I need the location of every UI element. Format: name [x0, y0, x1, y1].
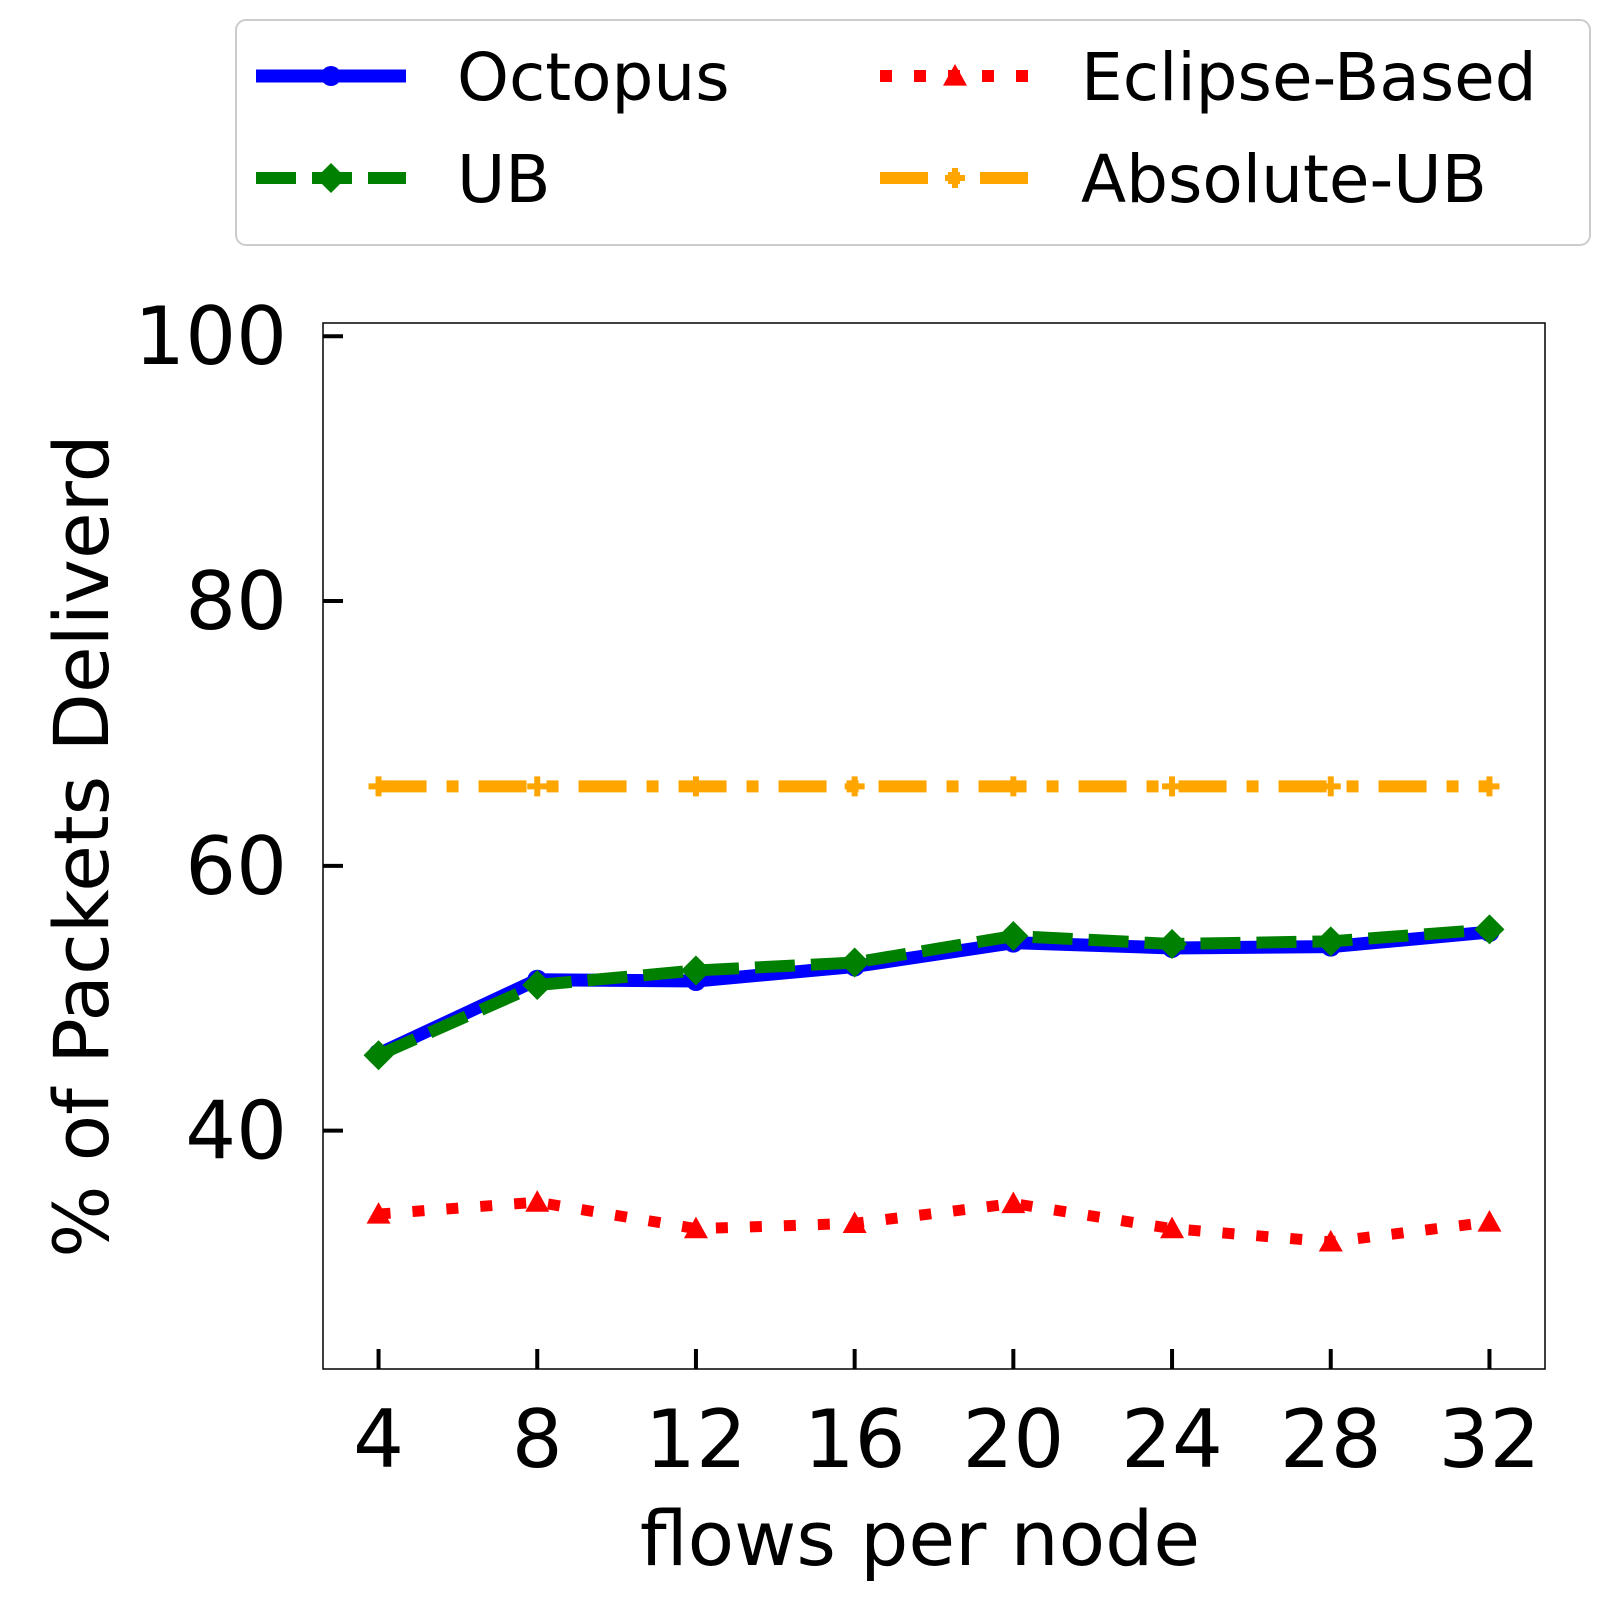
y-tick-label: 80 — [185, 555, 287, 648]
x-tick-label: 12 — [645, 1393, 747, 1486]
y-tick-label: 100 — [134, 290, 287, 383]
data-point — [1320, 776, 1341, 797]
data-point — [1160, 1216, 1185, 1239]
data-point — [1162, 776, 1183, 797]
legend-marker — [945, 168, 965, 188]
legend-marker — [943, 64, 967, 86]
data-point — [368, 776, 389, 797]
data-point — [1479, 776, 1500, 797]
x-tick-label: 24 — [1121, 1393, 1223, 1486]
data-point — [685, 776, 706, 797]
legend-entry-ub: UB — [256, 141, 551, 218]
series-absolute-ub — [368, 776, 1500, 797]
legend-label: Eclipse-Based — [1081, 39, 1537, 116]
data-point — [1157, 928, 1188, 959]
data-point — [1318, 1229, 1343, 1252]
legend-label: UB — [457, 141, 551, 218]
legend-label: Absolute-UB — [1081, 141, 1487, 218]
data-point — [1477, 1210, 1502, 1232]
data-point — [366, 1202, 391, 1224]
legend-label: Octopus — [457, 39, 730, 116]
data-point — [527, 776, 548, 797]
x-tick-label: 28 — [1280, 1393, 1382, 1486]
data-point — [839, 947, 870, 978]
series-layer — [363, 776, 1505, 1252]
data-point — [363, 1040, 394, 1071]
y-axis: 40 60 80 100 — [134, 290, 343, 1178]
legend-entry-eclipse-based: Eclipse-Based — [880, 39, 1537, 116]
legend-entry-octopus: Octopus — [256, 39, 730, 116]
data-point — [680, 955, 711, 986]
x-tick-label: 8 — [512, 1393, 563, 1486]
x-tick-label: 4 — [353, 1393, 404, 1486]
series-ub — [363, 914, 1505, 1071]
plot-frame — [322, 322, 1546, 1370]
data-point — [683, 1216, 708, 1239]
x-tick-label: 20 — [962, 1393, 1064, 1486]
data-point — [1003, 776, 1024, 797]
data-point — [1474, 914, 1505, 945]
x-tick-label: 32 — [1439, 1393, 1541, 1486]
data-point — [522, 970, 553, 1001]
data-point — [998, 921, 1029, 952]
legend: Octopus Eclipse-Based UB Absolute-UB — [235, 19, 1591, 246]
y-tick-label: 40 — [185, 1085, 287, 1178]
legend-entry-absolute-ub: Absolute-UB — [880, 141, 1487, 218]
data-point — [1001, 1191, 1026, 1214]
series-line — [376, 923, 1490, 1061]
legend-marker — [321, 66, 341, 86]
series-eclipse-based — [366, 1190, 1502, 1252]
legend-entries: Octopus Eclipse-Based UB Absolute-UB — [256, 39, 1537, 218]
x-tick-label: 16 — [804, 1393, 906, 1486]
data-point — [842, 1211, 867, 1233]
legend-frame — [235, 19, 1591, 246]
data-point — [525, 1190, 550, 1212]
data-point — [844, 776, 865, 797]
y-axis-title: % of Packets Deliverd — [37, 434, 126, 1258]
y-tick-label: 60 — [185, 820, 287, 913]
data-point — [1315, 926, 1346, 957]
x-axis-title: flows per node — [640, 1494, 1200, 1583]
legend-marker — [316, 163, 346, 193]
x-axis: 4 8 12 16 20 24 28 32 — [353, 1349, 1540, 1486]
